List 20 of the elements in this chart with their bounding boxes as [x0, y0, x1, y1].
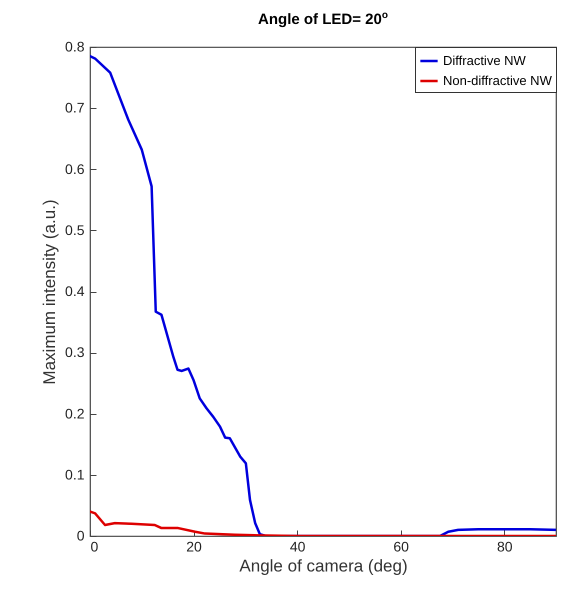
y-axis-title: Maximum intensity (a.u.)	[40, 199, 60, 385]
x-tick-label: 20	[186, 538, 202, 554]
x-tick-label: 40	[290, 538, 306, 554]
y-tick-label: 0.5	[65, 222, 85, 238]
y-tick-label: 0.1	[65, 466, 85, 482]
y-tick-label: 0	[76, 528, 85, 544]
x-tick-label: 0	[90, 538, 98, 554]
y-tick-label: 0.4	[65, 283, 85, 299]
chart-title: Angle of LED= 20$^{o}$	[257, 10, 389, 28]
legend-label: Non-diffractive NW	[443, 73, 553, 88]
y-tick-label: 0.2	[65, 405, 85, 422]
y-tick-label: 0.8	[65, 38, 85, 54]
y-tick-label: 0.3	[65, 344, 85, 360]
x-tick-label: 80	[496, 538, 513, 554]
x-tick-label: 60	[393, 538, 410, 554]
line-series	[90, 510, 556, 536]
x-axis-title: Angle of camera (deg)	[239, 556, 408, 576]
y-tick-label: 0.6	[65, 160, 85, 177]
legend-label: Diffractive NW	[443, 53, 527, 68]
y-tick-label: 0.7	[65, 100, 85, 116]
